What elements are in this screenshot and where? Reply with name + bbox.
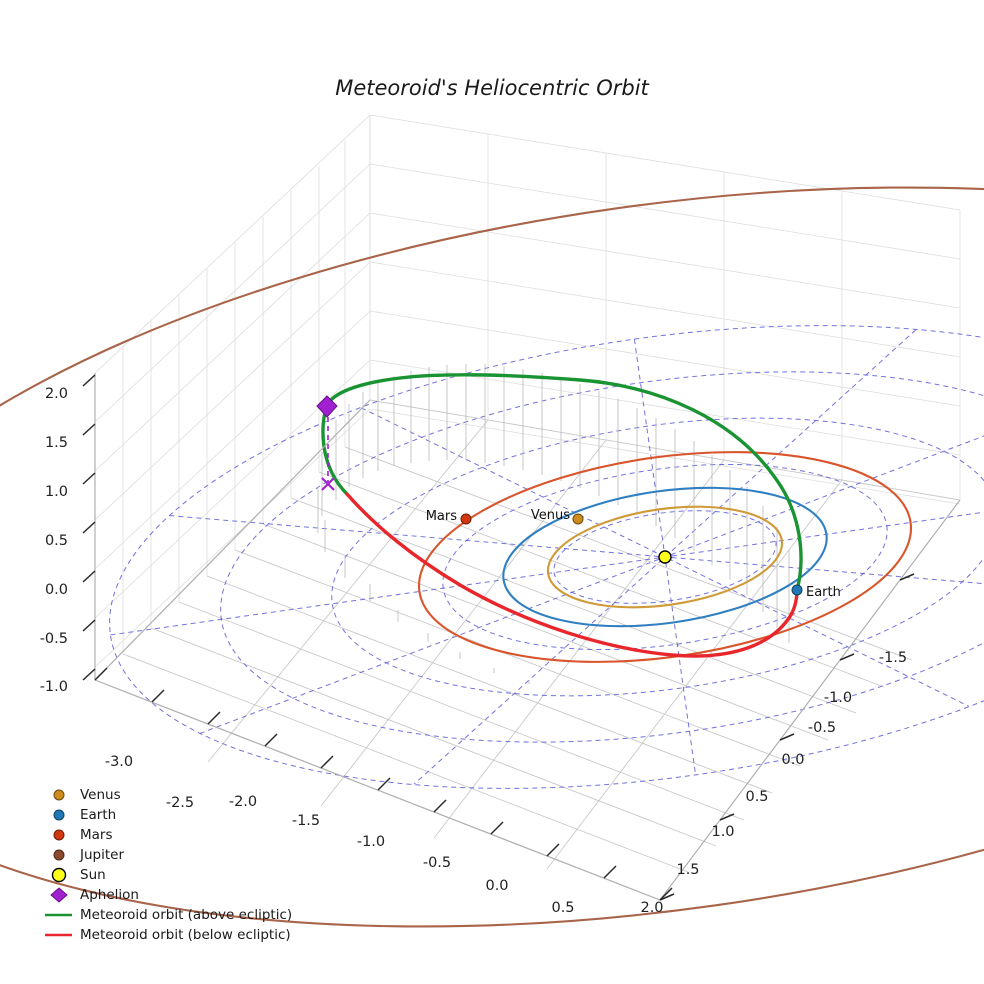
y-tick-label: -1.5 xyxy=(879,650,907,666)
axis-panes xyxy=(95,115,960,900)
aphelion-marker-icon xyxy=(50,887,68,903)
mars-marker-icon xyxy=(53,829,65,841)
legend-label: Mars xyxy=(80,827,113,843)
earth-marker xyxy=(791,584,803,596)
y-axis-tick-labels: -1.5 -1.0 -0.5 0.0 0.5 xyxy=(745,650,907,805)
x-tick-label: 2.0 xyxy=(640,900,663,916)
legend-label: Sun xyxy=(80,867,106,883)
legend-label: Jupiter xyxy=(79,847,124,863)
meteoroid-orbit-above-ecliptic xyxy=(321,373,803,592)
z-tick-label: -0.5 xyxy=(40,631,68,647)
mars-marker xyxy=(460,513,472,525)
aphelion-group xyxy=(316,395,338,491)
y-tick-label: -0.5 xyxy=(808,720,836,736)
x-tick-label: -3.0 xyxy=(105,754,133,770)
x-tick-label: -1.5 xyxy=(292,813,320,829)
x-axis-tick-labels: -3.0 -2.5 -2.0 -1.5 -1.0 -0.5 0.0 0.5 1.… xyxy=(105,754,735,916)
y-tick-label: 0.0 xyxy=(781,752,804,768)
venus-orbit xyxy=(546,505,784,609)
legend-item-aphelion[interactable]: Aphelion xyxy=(50,887,139,903)
aphelion-marker xyxy=(316,395,338,418)
legend-item-mars[interactable]: Mars xyxy=(53,827,113,843)
venus-label: Venus xyxy=(531,508,570,523)
legend-item-jupiter[interactable]: Jupiter xyxy=(53,847,124,863)
z-tick-label: 2.0 xyxy=(45,386,68,402)
body-markers: Mars Venus Earth xyxy=(426,508,841,600)
meteoroid-orbit-below-ecliptic xyxy=(345,492,799,658)
x-tick-label: 0.5 xyxy=(551,900,574,916)
z-axis-tick-labels: 2.0 1.5 1.0 0.5 0.0 -0.5 -1.0 xyxy=(40,386,68,695)
x-tick-label: -0.5 xyxy=(423,855,451,871)
venus-marker xyxy=(572,513,584,525)
venus-marker-icon xyxy=(53,789,65,801)
y-tick-label: 0.5 xyxy=(745,789,768,805)
mars-label: Mars xyxy=(426,509,458,524)
legend-item-sun[interactable]: Sun xyxy=(51,867,106,883)
z-tick-label: 0.0 xyxy=(45,582,68,598)
y-axis-tickmarks xyxy=(659,573,915,901)
meteoroid-orbit xyxy=(321,373,803,658)
jupiter-marker-icon xyxy=(53,849,65,861)
earth-marker-icon xyxy=(53,809,65,821)
page-title: Meteoroid's Heliocentric Orbit xyxy=(335,76,649,100)
legend-label: Earth xyxy=(80,807,116,823)
legend-label: Meteoroid orbit (below ecliptic) xyxy=(80,927,291,943)
z-axis-tickmarks xyxy=(82,374,96,681)
sun-marker-icon xyxy=(51,867,67,883)
legend-item-orbit-below[interactable]: Meteoroid orbit (below ecliptic) xyxy=(45,927,291,943)
x-tick-label: 1.5 xyxy=(676,862,699,878)
z-tick-label: 1.5 xyxy=(45,435,68,451)
legend-label: Meteoroid orbit (above ecliptic) xyxy=(80,907,292,923)
x-tick-label: 1.0 xyxy=(711,824,734,840)
legend-item-venus[interactable]: Venus xyxy=(53,787,121,803)
jupiter-orbit xyxy=(0,186,984,928)
legend: Venus Earth Mars Jupiter Sun Aphelion Me… xyxy=(45,787,292,943)
y-tick-label: -1.0 xyxy=(824,690,852,706)
legend-item-orbit-above[interactable]: Meteoroid orbit (above ecliptic) xyxy=(45,907,292,923)
orbit-droplines xyxy=(317,364,790,684)
z-tick-label: 1.0 xyxy=(45,484,68,500)
legend-label: Aphelion xyxy=(80,887,139,903)
x-tick-label: -2.5 xyxy=(166,795,194,811)
z-tick-label: -1.0 xyxy=(40,679,68,695)
earth-label: Earth xyxy=(806,585,841,600)
earth-orbit xyxy=(502,486,828,628)
sun-marker xyxy=(658,550,672,564)
x-axis-tickmarks xyxy=(94,667,673,901)
z-tick-label: 0.5 xyxy=(45,533,68,549)
x-tick-label: -1.0 xyxy=(357,834,385,850)
legend-item-earth[interactable]: Earth xyxy=(53,807,116,823)
x-tick-label: -2.0 xyxy=(229,794,257,810)
legend-label: Venus xyxy=(80,787,121,803)
x-tick-label: 0.0 xyxy=(485,878,508,894)
aphelion-foot-x xyxy=(321,477,335,491)
